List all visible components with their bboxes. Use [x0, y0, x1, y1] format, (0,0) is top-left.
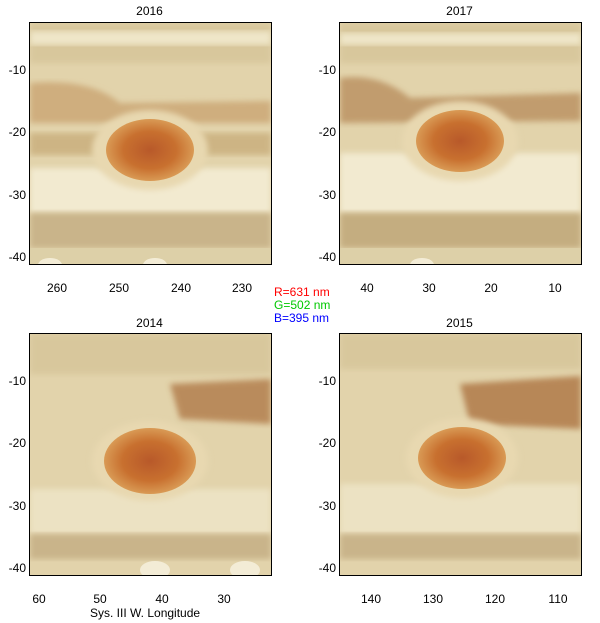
y-tick-label: -10	[8, 63, 26, 77]
jupiter-image-2017	[340, 23, 581, 264]
y-tick-label: -40	[318, 561, 336, 575]
x-tick-label: 250	[108, 281, 130, 295]
x-tick-label: 260	[46, 281, 68, 295]
x-tick-label: 40	[155, 592, 169, 606]
y-tick-label: -20	[8, 436, 26, 450]
y-tick-label: -30	[8, 499, 26, 513]
panel-title-2014: 2014	[136, 316, 163, 330]
y-tick-label: -30	[318, 188, 336, 202]
wavelength-legend: R=631 nm G=502 nm B=395 nm	[274, 286, 330, 325]
y-tick-label: -30	[8, 188, 26, 202]
y-tick-label: -20	[318, 125, 336, 139]
y-tick-label: -40	[318, 250, 336, 264]
x-tick-label: 110	[548, 592, 568, 606]
x-axis-label: Sys. III W. Longitude	[90, 606, 201, 620]
x-tick-label: 20	[484, 281, 498, 295]
x-tick-label: 130	[422, 592, 444, 606]
panel-2014	[29, 333, 272, 576]
y-tick-label: -40	[8, 561, 26, 575]
x-tick-label: 140	[360, 592, 382, 606]
y-tick-label: -20	[8, 125, 26, 139]
y-tick-label: -40	[8, 250, 26, 264]
x-tick-label: 50	[93, 592, 107, 606]
y-tick-label: -10	[318, 63, 336, 77]
y-tick-label: -20	[318, 436, 336, 450]
jupiter-image-2014	[30, 334, 271, 575]
legend-red-channel: R=631 nm	[274, 285, 330, 299]
x-tick-label: 10	[548, 281, 562, 295]
panel-2016	[29, 22, 272, 265]
y-tick-label: -10	[8, 374, 26, 388]
panel-2017	[339, 22, 582, 265]
y-tick-label: -30	[318, 499, 336, 513]
panel-title-2017: 2017	[446, 4, 473, 18]
y-tick-label: -10	[318, 374, 336, 388]
legend-blue-channel: B=395 nm	[274, 311, 330, 325]
legend-green-channel: G=502 nm	[274, 298, 331, 312]
x-tick-label: 30	[422, 281, 436, 295]
jupiter-image-2016	[30, 23, 271, 264]
x-tick-label: 240	[170, 281, 192, 295]
panel-2015	[339, 333, 582, 576]
panel-title-2015: 2015	[446, 316, 473, 330]
x-tick-label: 40	[360, 281, 374, 295]
x-tick-label: 30	[217, 592, 231, 606]
x-tick-label: 230	[231, 281, 253, 295]
panel-title-2016: 2016	[136, 4, 163, 18]
jupiter-image-2015	[340, 334, 581, 575]
x-tick-label: 60	[32, 592, 46, 606]
x-tick-label: 120	[484, 592, 506, 606]
